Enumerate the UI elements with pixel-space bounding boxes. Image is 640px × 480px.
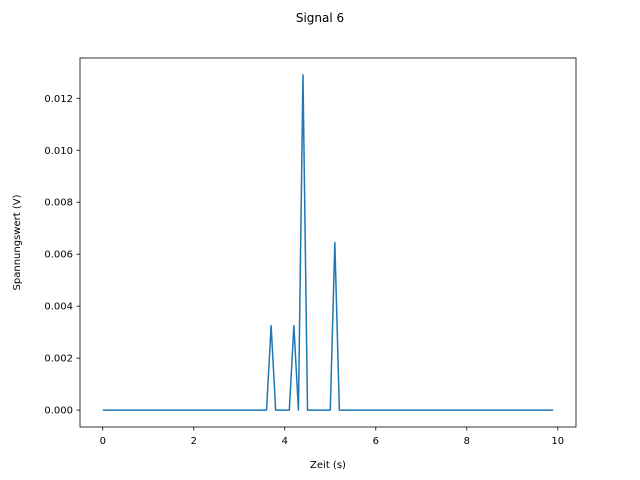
y-tick-label: 0.006 xyxy=(44,250,73,261)
y-tick-label: 0.002 xyxy=(44,354,73,365)
x-tick-label: 0 xyxy=(100,436,106,447)
x-tick-label: 2 xyxy=(191,436,197,447)
x-tick-label: 6 xyxy=(373,436,379,447)
y-tick-label: 0.004 xyxy=(44,302,73,313)
plot-area xyxy=(102,74,554,411)
y-tick-label: 0.012 xyxy=(44,94,73,105)
x-tick-label: 10 xyxy=(551,436,564,447)
x-axis-ticks: 0 2 4 6 8 10 xyxy=(100,427,564,447)
x-axis-label: Zeit (s) xyxy=(310,460,346,471)
axes-frame xyxy=(79,57,577,428)
y-axis-ticks: 0.000 0.002 0.004 0.006 0.008 0.010 0.012 xyxy=(44,94,80,417)
x-tick-label: 8 xyxy=(464,436,470,447)
y-tick-label: 0.008 xyxy=(44,198,73,209)
chart-title: Signal 6 xyxy=(296,11,344,25)
y-tick-label: 0.000 xyxy=(44,406,73,417)
series-line-0 xyxy=(102,74,554,411)
x-tick-label: 4 xyxy=(282,436,288,447)
y-tick-label: 0.010 xyxy=(44,146,73,157)
y-axis-label: Spannungswert (V) xyxy=(12,194,23,290)
